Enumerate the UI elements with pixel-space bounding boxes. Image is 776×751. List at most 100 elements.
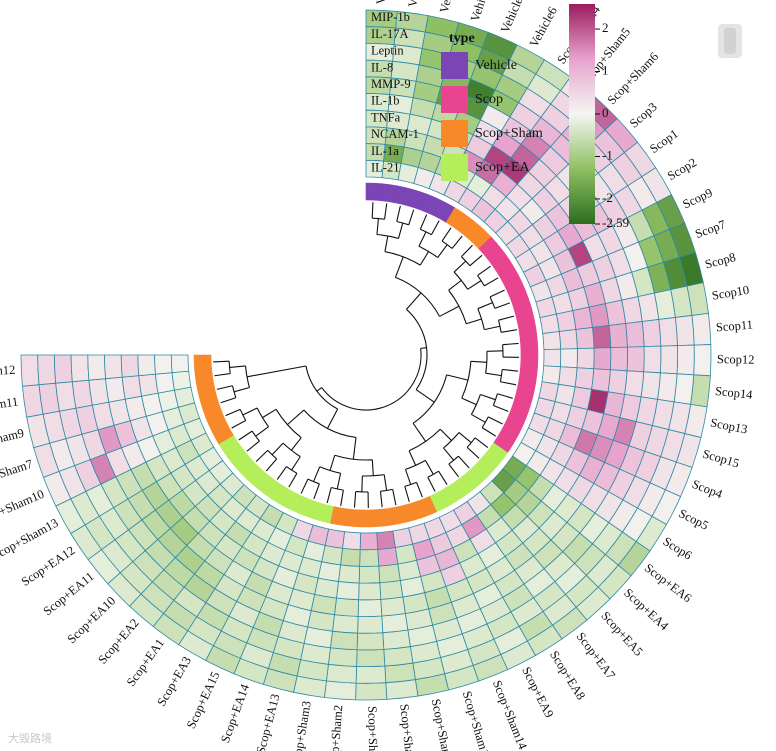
dendrogram-branch [443, 447, 455, 461]
dendrogram-branch [352, 437, 357, 460]
heatmap-cell-scop14-tnfa [591, 368, 611, 393]
sample-label-scop5: Scop5 [677, 506, 711, 533]
dendrogram-branch [225, 408, 241, 417]
sample-label-scop15: Scop15 [701, 447, 741, 471]
sample-label-scop-sham7: Scop+Sham7 [0, 457, 34, 491]
legend-swatch-scop [441, 86, 468, 113]
sample-label-scop8: Scop8 [703, 250, 737, 271]
heatmap-cell-scop-sham12-il-1a [154, 354, 173, 375]
decorations: 大毀路境 [8, 24, 742, 745]
heatmap-cell-scop-sham1-il-21 [359, 532, 379, 551]
dendrogram-branch [500, 381, 517, 386]
dendrogram-arc [331, 486, 344, 491]
dendrogram-branch [424, 460, 434, 475]
dendrogram-branch [484, 277, 499, 287]
sample-label-scop-ea10: Scop+EA10 [64, 594, 118, 647]
sample-label-scop-sham15: Scop+Sham15 [460, 689, 494, 751]
dendrogram-branch [396, 205, 401, 222]
sample-label-scop-sham8: Scop+Sham8 [397, 703, 418, 751]
dendrogram-branch [329, 455, 336, 471]
legend-label-scop: Scop [475, 92, 503, 107]
dendrogram-branch [461, 244, 473, 258]
dendrogram-branch [497, 393, 513, 399]
dendrogram-branch [229, 365, 246, 368]
dendrogram-branch [461, 397, 477, 406]
heatmap-cell-scop11-ncam-1 [575, 327, 595, 350]
sample-label-scop-sham3: Scop+Sham3 [289, 700, 314, 751]
legend-title: type [449, 31, 475, 46]
heatmap-cell-scop11-mip-1b [691, 312, 712, 346]
dendrogram-branch [384, 203, 388, 220]
dendrogram-branch [451, 235, 463, 249]
sample-label-scop-ea3: Scop+EA3 [154, 654, 194, 709]
dendrogram-branch [246, 440, 260, 452]
dendrogram-branch [415, 389, 435, 403]
dendrogram-branch [474, 437, 489, 448]
dendrogram-arc [286, 466, 298, 474]
heatmap-cell-scop-sham2-il-1b [334, 597, 360, 617]
heatmap-cell-scop12-tnfa [593, 347, 612, 371]
sample-label-scop-sham9: Scop+Sham9 [0, 426, 25, 455]
heatmap-cell-scop14-ncam-1 [574, 367, 595, 390]
heatmap-cell-scop12-mip-1b [693, 344, 712, 377]
heatmap-cell-scop-sham1-il-1b [357, 598, 383, 617]
dendrogram-branch [291, 456, 301, 471]
type-segment-scop14 [518, 364, 539, 382]
dendrogram-branch [262, 408, 277, 419]
type-segment-scop-sham8 [375, 507, 393, 528]
type-segment-vehicle1 [365, 182, 382, 201]
heatmap-cell-scop12-ncam-1 [576, 347, 595, 370]
sample-label-scop-ea5: Scop+EA5 [598, 609, 645, 659]
dendrogram-branch [412, 422, 427, 442]
dendrogram-arc [418, 245, 439, 258]
heatmap-cell-scop-sham2-ncam-1 [338, 564, 361, 584]
sample-label-scop6: Scop6 [660, 534, 694, 562]
dendrogram-arc [380, 488, 393, 492]
dendrogram-branch [485, 372, 502, 377]
colorbar-tick-label: 0 [602, 105, 609, 120]
dendrogram-branch [353, 491, 357, 508]
dendrogram-branch [214, 373, 231, 377]
sample-label-scop-sham10: Scop+Sham10 [0, 487, 46, 529]
heatmap-cell-scop12-il-1a [559, 348, 578, 369]
dendrogram-branch [484, 325, 501, 331]
dendrogram-branch [246, 365, 307, 378]
dendrogram-branch [408, 450, 417, 466]
dendrogram-arc [477, 275, 485, 287]
type-segment-scop-sham2 [344, 508, 362, 528]
colorbar: 2 1 0 -1 -2 -2.59 [569, 4, 629, 230]
heatmap-cell-scop14-il-1b [607, 369, 628, 395]
heatmap-cell-scop14-mmp-9 [624, 370, 645, 398]
dendrogram-branch [448, 463, 459, 478]
heatmap-cell-scop-sham12-il-17a [37, 354, 57, 386]
dendrogram-branch [415, 482, 423, 498]
legend-swatch-scop-ea [441, 154, 468, 181]
heatmap-cell-scop11-tnfa [591, 325, 612, 349]
sample-label-scop-ea15: Scop+EA15 [184, 669, 223, 730]
dendrogram-branch [383, 474, 388, 491]
heatmap-cell-scop-sham1-il-1a [359, 548, 380, 567]
heatmap-cell-scop11-leptin [658, 316, 678, 347]
heatmap-cell-scop-sham11-ncam-1 [138, 373, 159, 397]
heatmap-cell-scop11-mmp-9 [625, 321, 645, 348]
dendrogram-branch [439, 305, 460, 317]
colorbar-tick-label: 1 [602, 63, 609, 78]
sample-label-vehicle5: Vehicle5 [468, 0, 495, 23]
heatmap-cell-scop-sham1-il-17a [355, 665, 387, 684]
dendrogram-branch [406, 292, 422, 310]
legend-swatch-scop-sham [441, 120, 468, 147]
heatmap-cell-scop-sham8-tnfa [379, 580, 404, 600]
heatmap-cell-scop-sham8-il-1a [377, 547, 399, 567]
sample-label-scop11: Scop11 [715, 318, 753, 335]
heatmap-cell-scop11-il-17a [674, 314, 695, 347]
sample-label-scop13: Scop13 [709, 416, 749, 437]
sample-label-scop-ea4: Scop+EA4 [621, 586, 672, 634]
heatmap-cell-scop-sham12-mip-1b [20, 354, 40, 387]
gene-label-il-17a: IL-17A [371, 27, 409, 41]
sample-label-vehicle3: Vehicle3 [437, 0, 460, 14]
sample-label-scop-ea1: Scop+EA1 [124, 636, 167, 689]
dendrogram-branch [326, 487, 332, 504]
heatmap-cell-scop12-il-1b [609, 346, 628, 372]
dendrogram-branch [276, 466, 287, 480]
dendrogram-branch [441, 227, 452, 242]
